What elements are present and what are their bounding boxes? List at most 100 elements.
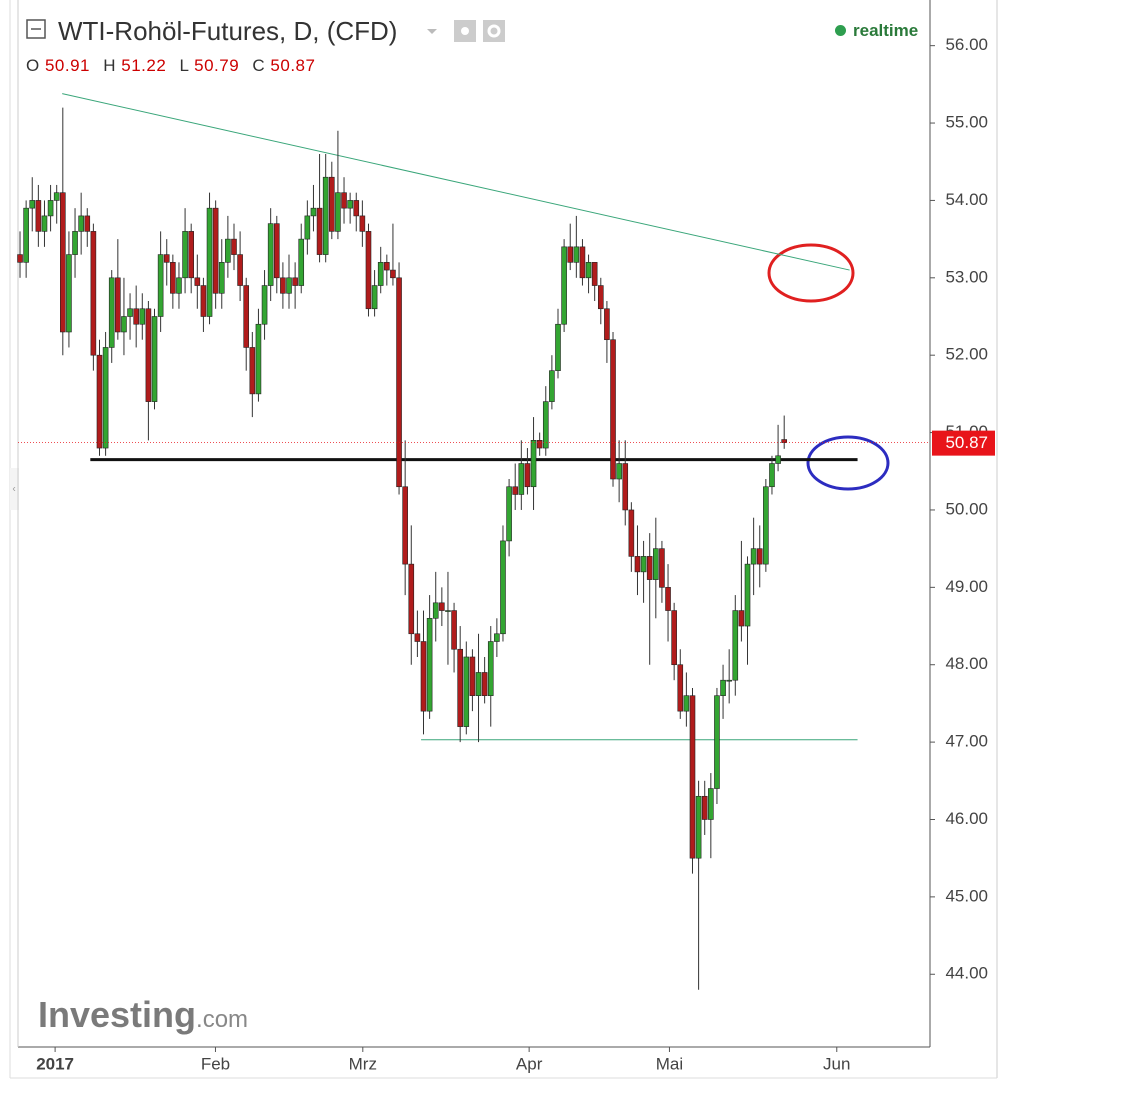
y-tick-label: 46.00 [945, 809, 988, 828]
candle-body [653, 548, 659, 580]
y-tick-label: 49.00 [945, 577, 988, 596]
candle-body [194, 277, 201, 286]
candle-body [408, 563, 415, 635]
candle-body [322, 176, 329, 255]
chart-title: WTI-Rohöl-Futures, D, (CFD) [58, 16, 398, 46]
watermark: Investing.com [38, 994, 248, 1036]
candle-body [542, 401, 549, 449]
candle-body [188, 231, 194, 279]
candle-body [756, 548, 763, 565]
dropdown-caret[interactable] [427, 29, 437, 34]
candle-body [555, 323, 561, 371]
eye-icon [461, 27, 469, 35]
y-tick-label: 50.00 [945, 499, 988, 518]
candle-body [341, 192, 347, 209]
candle-body [402, 486, 408, 565]
candle-body [280, 277, 286, 294]
candle-body [646, 556, 653, 580]
y-tick-label: 56.00 [945, 35, 988, 54]
candle-body [573, 246, 580, 263]
x-tick-label: Feb [201, 1054, 230, 1073]
candle-body [133, 308, 139, 325]
candle-body [677, 664, 684, 712]
x-tick-label: 2017 [36, 1054, 74, 1073]
watermark-domain: .com [196, 1006, 249, 1033]
candle-body [292, 277, 298, 286]
candle-body [591, 262, 598, 286]
candle-body [750, 548, 757, 565]
candle-body [457, 648, 463, 727]
candle-body [585, 262, 592, 279]
candle-body [286, 277, 292, 294]
last-price-label: 50.87 [945, 433, 988, 452]
candle-body [359, 215, 366, 232]
candle-body [738, 610, 745, 627]
candle-body [420, 641, 427, 712]
candle-body [628, 509, 635, 557]
candle-body [622, 463, 629, 511]
trend-line [62, 93, 850, 271]
candle-body [781, 439, 787, 443]
candle-body [720, 679, 726, 696]
candle-body [763, 486, 769, 565]
candle-body [561, 246, 567, 325]
candle-body [145, 308, 152, 402]
highlight-ellipse [767, 243, 855, 303]
candle-body [182, 231, 188, 279]
candle-body [469, 656, 476, 696]
candle-body [29, 200, 36, 209]
candle-body [316, 207, 323, 255]
candle-body [689, 695, 696, 859]
candle-body [671, 610, 677, 666]
candle-body [377, 262, 384, 286]
candle-body [530, 440, 537, 488]
candle-body [206, 207, 213, 317]
candle-body [102, 347, 109, 449]
candle-body [298, 238, 305, 286]
candle-body [231, 238, 237, 255]
y-tick-label: 44.00 [945, 964, 988, 983]
candle-body [708, 788, 714, 820]
candle-body [151, 316, 158, 402]
gear-icon [487, 24, 501, 38]
candle-body [500, 540, 506, 635]
candle-body [481, 672, 488, 696]
candle-body [396, 277, 402, 488]
candle-body [60, 192, 66, 333]
side-tab[interactable] [10, 468, 19, 510]
ohlc-label: C [252, 56, 266, 75]
candle-body [506, 486, 512, 542]
candle-body [78, 215, 84, 232]
last-price-badge [932, 430, 995, 456]
ohlc-value: 50.91 [44, 56, 91, 75]
candle-body [84, 215, 91, 232]
candle-body [200, 285, 207, 317]
watermark-brand: Investing [38, 994, 197, 1035]
candle-body [432, 602, 439, 619]
candle-body [17, 254, 23, 263]
collapse-icon[interactable] [26, 19, 46, 39]
candle-body [225, 238, 231, 263]
candle-body [47, 200, 54, 217]
gear-icon[interactable] [483, 20, 505, 42]
candle-body [518, 463, 525, 495]
candle-body [579, 246, 586, 279]
candle-body [414, 633, 421, 642]
candle-body [487, 641, 494, 696]
candle-body [769, 463, 775, 488]
y-tick-label: 55.00 [945, 113, 988, 132]
candle-body [335, 192, 341, 232]
candle-body [640, 556, 647, 573]
candle-body [273, 223, 280, 279]
candle-body [53, 192, 60, 201]
y-tick-label: 52.00 [945, 345, 988, 364]
candle-body [90, 231, 97, 356]
candle-body [108, 277, 115, 348]
y-tick-label: 48.00 [945, 654, 988, 673]
y-tick-label: 47.00 [945, 732, 988, 751]
ohlc-value: 50.87 [270, 56, 316, 75]
y-tick-label: 54.00 [945, 190, 988, 209]
candle-body [732, 610, 739, 681]
y-tick-label: 53.00 [945, 267, 988, 286]
candle-body [384, 262, 390, 271]
